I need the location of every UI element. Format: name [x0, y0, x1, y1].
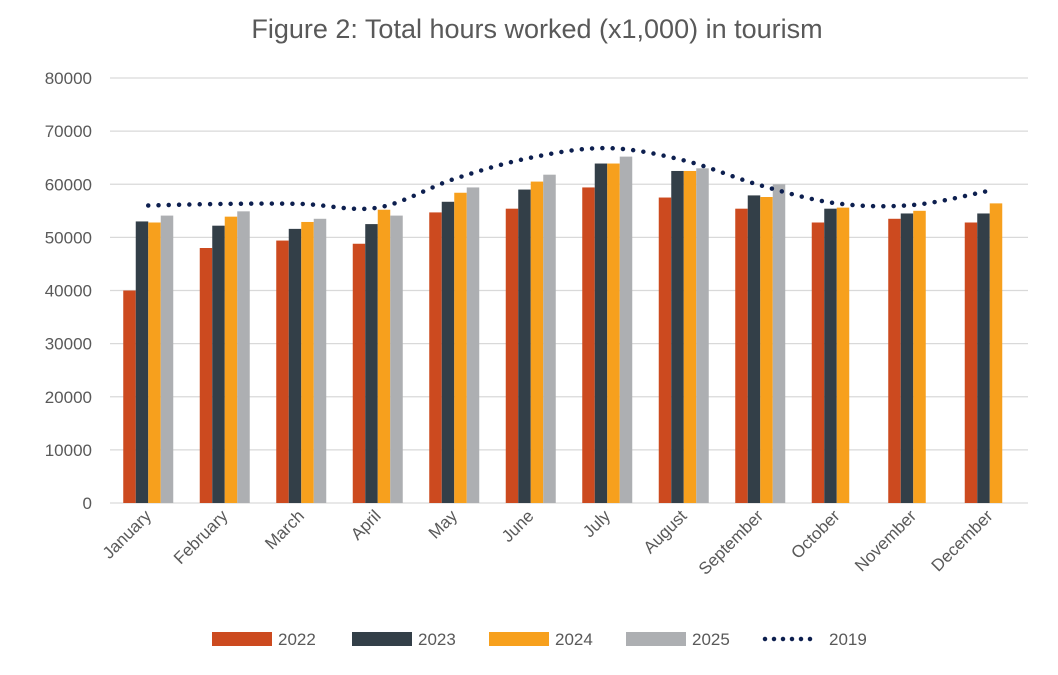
x-tick-label: December [928, 506, 997, 575]
x-tick-label: February [170, 506, 232, 568]
bar-2023-april [365, 224, 378, 503]
x-tick-label: November [851, 506, 920, 575]
bars [123, 156, 1003, 503]
bar-2025-january [160, 215, 174, 503]
bar-2022-november [888, 218, 901, 503]
bar-2024-december [989, 203, 1003, 503]
line-2019 [146, 145, 992, 212]
line-series-2019 [146, 145, 992, 212]
bar-2022-december [964, 222, 978, 503]
legend-label: 2025 [692, 630, 730, 649]
bar-2023-january [135, 221, 149, 503]
bar-2023-september [747, 195, 761, 503]
bar-2022-october [811, 222, 825, 503]
y-tick-label: 50000 [45, 228, 92, 247]
bar-2023-june [518, 189, 531, 503]
bar-2024-october [836, 207, 850, 503]
y-tick-label: 0 [83, 494, 92, 513]
bar-2024-may [454, 192, 467, 503]
x-tick-label: May [425, 506, 461, 542]
y-tick-label: 40000 [45, 282, 92, 301]
y-tick-label: 80000 [45, 69, 92, 88]
y-tick-label: 10000 [45, 441, 92, 460]
legend-swatch-2023 [352, 632, 412, 646]
y-tick-label: 20000 [45, 388, 92, 407]
bar-2023-october [824, 208, 837, 503]
x-tick-label: March [261, 506, 308, 553]
bar-2025-september [772, 184, 786, 503]
y-tick-label: 60000 [45, 175, 92, 194]
legend-swatch-2024 [489, 632, 549, 646]
bar-2022-september [735, 208, 748, 503]
legend-swatch-2022 [212, 632, 272, 646]
bar-2023-may [441, 201, 455, 503]
x-axis: January February March April May June July Augu… [99, 506, 997, 579]
y-axis: 0 10000 20000 30000 40000 50000 60000 70000 8000… [45, 69, 92, 513]
y-tick-label: 70000 [45, 122, 92, 141]
bar-2022-january [123, 290, 136, 503]
bar-2022-april [352, 243, 366, 503]
bar-2023-february [212, 225, 225, 503]
x-tick-label: August [640, 506, 691, 557]
bar-2025-march [313, 218, 327, 503]
x-tick-label: April [347, 506, 384, 543]
bar-2024-august [683, 170, 697, 503]
bar-2025-june [543, 174, 556, 503]
y-tick-label: 30000 [45, 335, 92, 354]
bar-2022-march [276, 240, 289, 503]
bar-2025-july [619, 156, 633, 503]
bar-2024-november [913, 210, 926, 503]
legend-label: 2019 [829, 630, 867, 649]
x-tick-label: October [787, 506, 843, 562]
bar-2023-march [288, 228, 302, 503]
bar-2022-july [582, 187, 595, 503]
bar-2024-june [530, 181, 544, 503]
bar-2024-september [760, 197, 773, 503]
x-tick-label: July [579, 506, 614, 541]
bar-2025-august [696, 168, 709, 503]
legend-swatch-2025 [626, 632, 686, 646]
x-tick-label: September [695, 506, 767, 578]
legend-label: 2023 [418, 630, 456, 649]
bar-2024-february [224, 216, 238, 503]
chart-title: Figure 2: Total hours worked (x1,000) in… [251, 14, 822, 44]
bar-2025-february [237, 211, 250, 503]
bar-2025-may [466, 187, 480, 503]
bar-2023-july [594, 163, 608, 503]
bar-2024-april [377, 209, 391, 503]
x-tick-label: June [498, 506, 538, 546]
bar-2024-january [148, 222, 161, 503]
bar-2025-april [390, 215, 403, 503]
x-tick-label: January [99, 506, 156, 563]
bar-2022-may [429, 212, 442, 503]
legend-label: 2022 [278, 630, 316, 649]
legend: 2022 2023 2024 2025 2019 [212, 630, 867, 649]
bar-2022-june [505, 208, 519, 503]
bar-2022-february [199, 248, 213, 503]
gridlines [110, 77, 1028, 504]
legend-label: 2024 [555, 630, 593, 649]
bar-2023-november [900, 213, 914, 503]
bar-2023-december [977, 213, 990, 503]
bar-2023-august [671, 170, 684, 503]
bar-2024-march [301, 221, 314, 503]
bar-2024-july [607, 163, 620, 503]
bar-2022-august [658, 197, 672, 503]
